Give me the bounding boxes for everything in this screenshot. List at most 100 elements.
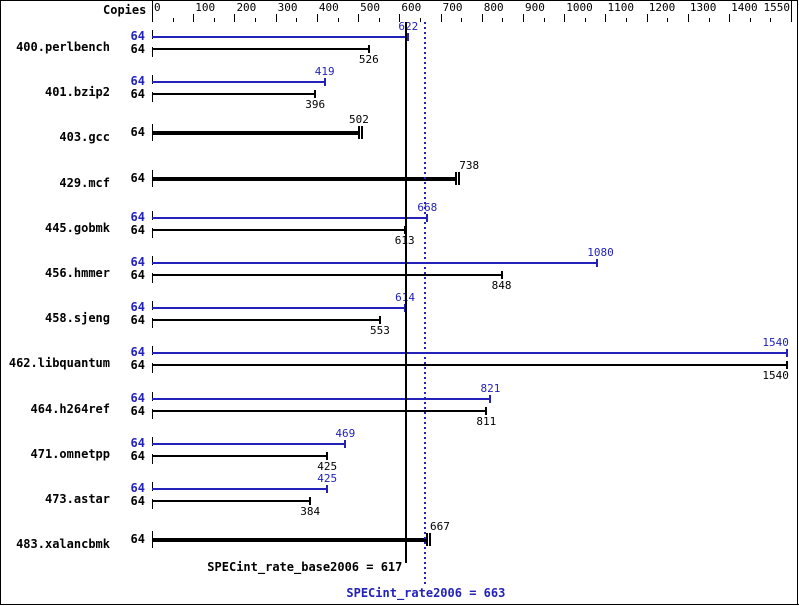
bar-value-base-456.hmmer: 848 [491, 279, 512, 292]
origin-tick-base-458.sjeng [152, 318, 153, 329]
axis-tick-major-1400 [729, 14, 731, 22]
axis-top-rule [152, 0, 792, 1]
axis-tick-major-700 [440, 14, 442, 22]
axis-tick-label-500: 500 [360, 1, 380, 14]
reference-label-base: SPECint_rate_base2006 = 617 [207, 560, 403, 574]
bar-value-base-464.h264ref: 811 [476, 414, 497, 428]
axis-tick-minor-550 [378, 18, 380, 22]
benchmark-name-471.omnetpp: 471.omnetpp [30, 446, 110, 461]
origin-tick-peak-458.sjeng [152, 301, 153, 311]
bar-base-473.astar [152, 500, 311, 502]
bar-cap-base-464.h264ref [485, 406, 488, 415]
copies-base-483.xalancbmk: 64 [130, 532, 145, 547]
bar-base-471.omnetpp [152, 454, 328, 457]
bar-base-400.perlbench [152, 48, 369, 50]
bar-value-peak-458.sjeng: 614 [395, 292, 415, 303]
axis-tick-major-500 [358, 14, 360, 22]
bar-value-403.gcc: 502 [348, 113, 369, 127]
bar-peak-458.sjeng [152, 307, 406, 310]
bar-cap-peak-445.gobmk [426, 213, 429, 222]
origin-tick-peak-456.hmmer [152, 256, 153, 265]
bar-cap-base-400.perlbench [367, 45, 370, 53]
bar-cap-peak-458.sjeng [404, 304, 407, 313]
axis-tick-major-900 [523, 14, 525, 22]
axis-tick-label-1550: 1550 [763, 1, 791, 14]
copies-base-458.sjeng: 64 [130, 313, 145, 328]
copies-peak-464.h264ref: 64 [130, 390, 145, 405]
copies-base-462.libquantum: 64 [130, 358, 145, 373]
copies-base-471.omnetpp: 64 [130, 448, 145, 463]
bar-peak-464.h264ref [152, 397, 491, 400]
axis-tick-minor-1250 [667, 18, 669, 22]
bar-peak-401.bzip2 [152, 81, 325, 84]
axis-tick-minor-150 [213, 18, 215, 22]
axis-tick-label-900: 900 [525, 1, 545, 14]
bar-value-483.xalancbmk: 667 [429, 520, 450, 534]
axis-tick-label-200: 200 [236, 1, 257, 14]
bar-base-458.sjeng [152, 319, 380, 322]
origin-tick-peak-445.gobmk [152, 210, 153, 220]
copies-peak-473.astar: 64 [130, 481, 145, 495]
bar-base-462.libquantum [152, 364, 787, 367]
origin-tick-base-401.bzip2 [152, 92, 153, 103]
benchmark-name-473.astar: 473.astar [44, 492, 110, 506]
axis-tick-major-800 [481, 14, 483, 22]
axis-tick-label-300: 300 [277, 1, 298, 14]
axis-tick-minor-650 [419, 18, 421, 22]
axis-tick-label-800: 800 [483, 1, 504, 14]
reference-line-peak [424, 22, 427, 585]
bar-base-464.h264ref [152, 409, 487, 412]
bar-value-429.mcf: 738 [459, 158, 480, 172]
bar-cap-base-471.omnetpp [326, 451, 329, 460]
axis-tick-major-1300 [687, 14, 689, 22]
copies-peak-400.perlbench: 64 [130, 29, 145, 43]
copies-base-403.gcc: 64 [130, 125, 145, 140]
axis-tick-minor-950 [543, 18, 545, 22]
bar-cap-peak-401.bzip2 [323, 78, 326, 87]
origin-tick-peak-400.perlbench [152, 30, 153, 39]
copies-base-429.mcf: 64 [130, 170, 145, 185]
axis-tick-major-300 [275, 14, 277, 22]
benchmark-name-464.h264ref: 464.h264ref [30, 401, 110, 416]
axis-tick-label-1200: 1200 [648, 1, 676, 14]
bar-value-base-471.omnetpp: 425 [317, 459, 338, 473]
axis-tick-minor-1050 [584, 18, 586, 22]
reference-line-base [405, 22, 408, 563]
bar-cap-483.xalancbmk [425, 533, 428, 547]
bar-cap-peak-462.libquantum [785, 349, 788, 358]
bar-peak-445.gobmk [152, 216, 428, 219]
origin-tick-base-471.omnetpp [152, 453, 153, 464]
bar-value-base-400.perlbench: 526 [358, 53, 379, 66]
axis-tick-minor-1450 [749, 18, 751, 22]
bar-cap-base-445.gobmk [403, 225, 406, 234]
bar-single-403.gcc [152, 131, 359, 136]
reference-label-peak: SPECint_rate2006 = 663 [346, 586, 506, 600]
axis-tick-major-0 [152, 14, 153, 22]
bar-value-base-462.libquantum: 1540 [762, 369, 789, 383]
bar-single-429.mcf [152, 176, 457, 181]
bar-peak-400.perlbench [152, 36, 409, 38]
bar-value-peak-473.astar: 425 [317, 472, 338, 485]
bar-cap-base-401.bzip2 [314, 90, 317, 99]
origin-tick-base-456.hmmer [152, 273, 153, 283]
copies-base-401.bzip2: 64 [130, 87, 145, 102]
axis-tick-label-1100: 1100 [607, 1, 634, 14]
bar-cap2-403.gcc [360, 126, 363, 140]
bar-value-base-458.sjeng: 553 [369, 324, 390, 338]
axis-tick-minor-750 [461, 18, 463, 22]
axis-tick-label-400: 400 [318, 1, 339, 14]
axis-tick-minor-850 [502, 18, 504, 22]
bar-base-456.hmmer [152, 274, 502, 276]
bar-cap-403.gcc [357, 126, 360, 140]
benchmark-name-445.gobmk: 445.gobmk [44, 220, 110, 235]
axis-tick-label-1000: 1000 [566, 1, 593, 14]
copies-peak-445.gobmk: 64 [130, 209, 145, 224]
copies-peak-401.bzip2: 64 [130, 74, 145, 89]
benchmark-name-458.sjeng: 458.sjeng [44, 311, 110, 326]
bar-cap-peak-456.hmmer [596, 259, 599, 267]
copies-base-445.gobmk: 64 [130, 222, 145, 237]
